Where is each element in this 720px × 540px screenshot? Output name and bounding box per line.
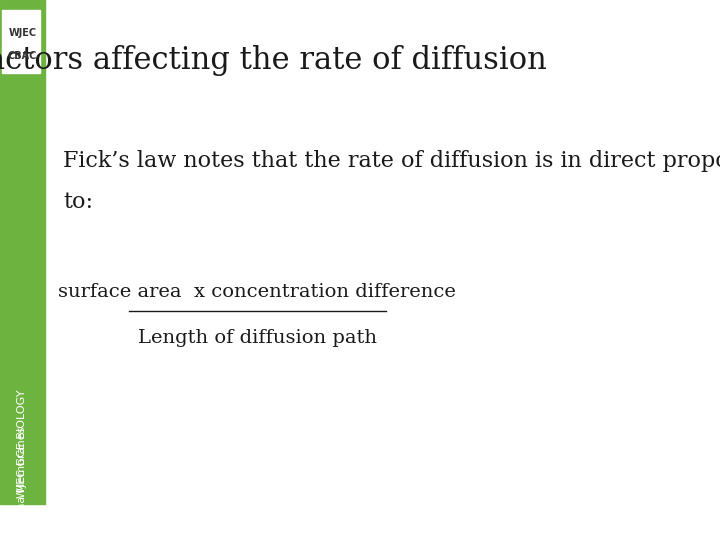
Text: to:: to: (63, 191, 93, 213)
Text: Fick’s law notes that the rate of diffusion is in direct proportion: Fick’s law notes that the rate of diffus… (63, 150, 720, 172)
Text: CBAC: CBAC (8, 51, 37, 62)
Text: Plasma Membranes: Plasma Membranes (17, 427, 27, 536)
Text: Length of diffusion path: Length of diffusion path (138, 329, 377, 347)
FancyBboxPatch shape (2, 10, 40, 73)
Text: WJEC GCE BIOLOGY: WJEC GCE BIOLOGY (17, 389, 27, 498)
Text: Factors affecting the rate of diffusion: Factors affecting the rate of diffusion (0, 45, 546, 76)
Text: surface area  x concentration difference: surface area x concentration difference (58, 284, 456, 301)
Bar (0, 0, 45, 504)
Text: WJEC: WJEC (8, 28, 37, 38)
